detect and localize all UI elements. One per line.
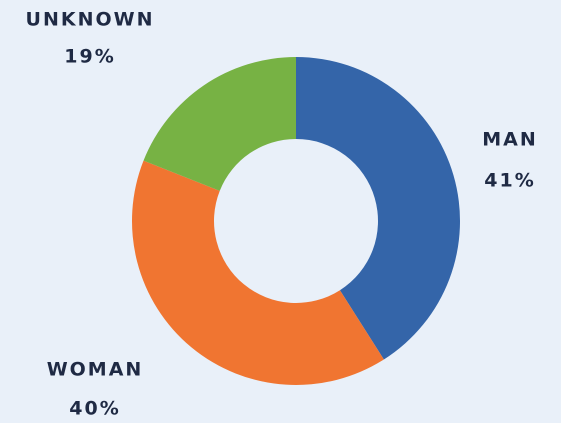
slice-value-label: 41%	[484, 170, 535, 192]
donut-slice	[296, 57, 460, 360]
slice-value-label: 19%	[64, 46, 115, 68]
slice-label: UNKNOWN	[26, 9, 155, 31]
slice-value-label: 40%	[69, 398, 120, 420]
donut-slice	[132, 160, 384, 385]
donut-slice	[143, 57, 296, 191]
slice-label: MAN	[482, 129, 538, 151]
slice-label: WOMAN	[47, 359, 144, 381]
